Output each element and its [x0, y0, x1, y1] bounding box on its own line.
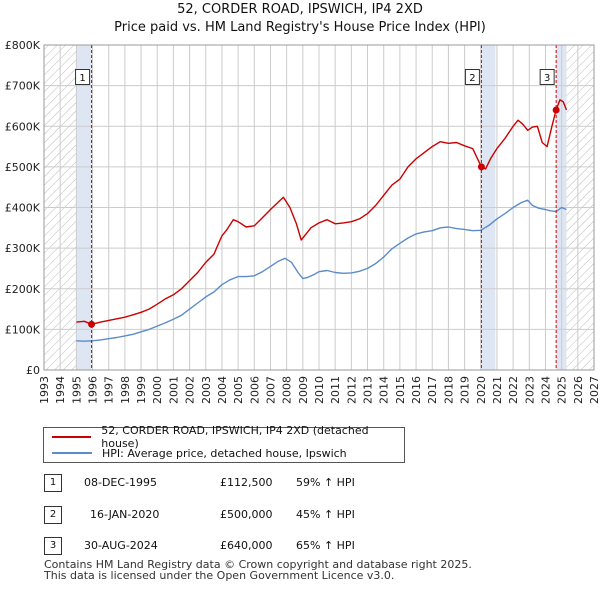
transaction-date: 08-DEC-1995	[84, 476, 158, 489]
x-tick-label: 2022	[507, 376, 520, 404]
transaction-row: 2 16-JAN-2020 £500,000 45% ↑ HPI	[44, 506, 584, 526]
footer: Contains HM Land Registry data © Crown c…	[44, 559, 472, 581]
x-tick-label: 2027	[588, 376, 600, 404]
x-tick-label: 1998	[119, 376, 132, 404]
transaction-date: 16-JAN-2020	[90, 508, 160, 521]
transaction-price: £112,500	[220, 476, 273, 489]
transaction-number: 2	[44, 506, 62, 524]
transaction-number: 3	[44, 537, 62, 555]
x-tick-label: 2004	[216, 376, 229, 404]
series-line-hpi	[76, 199, 567, 342]
x-tick-label: 2009	[297, 376, 310, 404]
legend-item-property: 52, CORDER ROAD, IPSWICH, IP4 2XD (detac…	[52, 424, 404, 450]
transaction-price: £500,000	[220, 508, 273, 521]
x-tick-label: 2008	[281, 376, 294, 404]
y-tick-label: £0	[26, 364, 40, 377]
x-tick-label: 2025	[556, 376, 569, 404]
sale-marker-box	[464, 69, 480, 85]
sale-point	[88, 320, 96, 328]
x-tick-label: 2011	[329, 376, 342, 404]
transaction-hpi: 59% ↑ HPI	[296, 476, 355, 489]
x-tick-label: 2026	[572, 376, 585, 404]
y-tick-label: £600K	[5, 120, 41, 133]
x-tick-label: 2000	[151, 376, 164, 404]
y-tick-label: £100K	[5, 323, 41, 336]
x-tick-label: 2023	[523, 376, 536, 404]
x-tick-label: 2003	[200, 376, 213, 404]
legend-item-hpi: HPI: Average price, detached house, Ipsw…	[52, 445, 347, 461]
sale-marker-box	[539, 69, 555, 85]
transaction-date: 30-AUG-2024	[84, 539, 158, 552]
transaction-number: 1	[44, 474, 62, 492]
x-tick-label: 2015	[394, 376, 407, 404]
legend-swatch-property	[52, 436, 92, 438]
x-tick-label: 2024	[539, 376, 552, 404]
x-tick-label: 2014	[378, 376, 391, 404]
y-tick-label: £200K	[5, 283, 41, 296]
series-line-property	[76, 99, 568, 325]
transaction-price: £640,000	[220, 539, 273, 552]
x-tick-label: 1995	[70, 376, 83, 404]
y-tick-label: £700K	[5, 80, 41, 93]
sale-marker-label: 1	[79, 73, 85, 84]
y-tick-label: £800K	[5, 39, 41, 52]
x-tick-label: 2021	[491, 376, 504, 404]
x-tick-label: 2007	[264, 376, 277, 404]
footer-copyright: Contains HM Land Registry data © Crown c…	[44, 558, 472, 571]
x-tick-label: 2017	[426, 376, 439, 404]
y-tick-label: £400K	[5, 202, 41, 215]
footer-licence: This data is licensed under the Open Gov…	[44, 569, 395, 582]
x-tick-label: 2002	[184, 376, 197, 404]
x-tick-label: 2010	[313, 376, 326, 404]
sale-marker-box	[75, 69, 91, 85]
x-tick-label: 2012	[345, 376, 358, 404]
x-tick-label: 1996	[87, 376, 100, 404]
x-tick-label: 1993	[38, 376, 51, 404]
sale-point	[552, 106, 560, 114]
x-tick-label: 2020	[475, 376, 488, 404]
legend-label-property: 52, CORDER ROAD, IPSWICH, IP4 2XD (detac…	[101, 424, 369, 450]
sale-point	[477, 163, 485, 171]
x-tick-label: 2005	[232, 376, 245, 404]
legend: 52, CORDER ROAD, IPSWICH, IP4 2XD (detac…	[43, 424, 405, 463]
transaction-row: 1 08-DEC-1995 £112,500 59% ↑ HPI	[44, 474, 584, 494]
transaction-hpi: 65% ↑ HPI	[296, 539, 355, 552]
plot-border	[43, 44, 595, 371]
transaction-row: 3 30-AUG-2024 £640,000 65% ↑ HPI	[44, 537, 584, 557]
chart-title-line1: 52, CORDER ROAD, IPSWICH, IP4 2XD	[177, 2, 423, 17]
x-tick-label: 2019	[459, 376, 472, 404]
x-tick-label: 2018	[442, 376, 455, 404]
legend-swatch-hpi	[52, 452, 92, 454]
x-tick-label: 1997	[103, 376, 116, 404]
legend-label-hpi: HPI: Average price, detached house, Ipsw…	[102, 446, 347, 460]
sale-marker-label: 2	[469, 73, 475, 84]
transaction-hpi: 45% ↑ HPI	[296, 508, 355, 521]
x-tick-label: 1994	[54, 376, 67, 404]
y-tick-label: £300K	[5, 242, 41, 255]
price-chart: 1 2 3 1993 1994 1995 1996 1997 1998 1999 2000 2001…	[5, 39, 600, 404]
sale-marker-label: 3	[544, 73, 550, 84]
x-tick-label: 2001	[167, 376, 180, 404]
x-tick-label: 2013	[362, 376, 375, 404]
x-tick-label: 2006	[248, 376, 261, 404]
x-tick-label: 1999	[135, 376, 148, 404]
y-tick-label: £500K	[5, 161, 41, 174]
x-tick-label: 2016	[410, 376, 423, 404]
chart-title-line2: Price paid vs. HM Land Registry's House …	[114, 20, 486, 35]
